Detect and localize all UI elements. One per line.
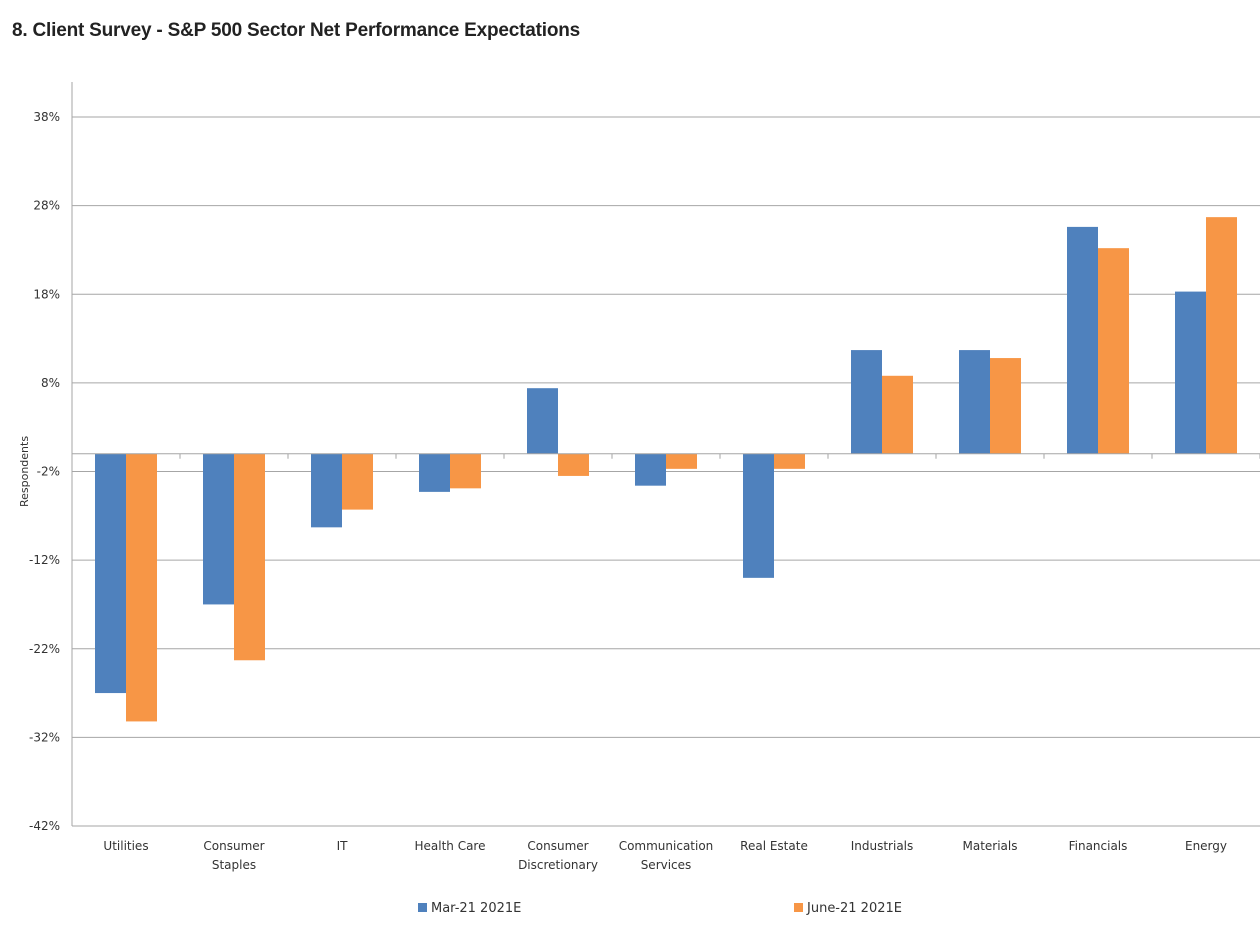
x-tick-label: IT bbox=[337, 839, 349, 853]
y-tick-label: -2% bbox=[37, 465, 60, 479]
bar bbox=[450, 453, 481, 489]
x-tick-label: Communication bbox=[619, 839, 714, 853]
bar bbox=[774, 453, 805, 469]
bar bbox=[1098, 248, 1129, 454]
x-tick-label: Industrials bbox=[851, 839, 914, 853]
bar bbox=[635, 453, 666, 486]
legend-label: June-21 2021E bbox=[806, 901, 902, 916]
bar bbox=[851, 350, 882, 454]
bar bbox=[342, 453, 373, 510]
bar bbox=[558, 453, 589, 476]
legend-swatch bbox=[418, 903, 427, 912]
bar bbox=[882, 375, 913, 454]
chart-title: 8. Client Survey - S&P 500 Sector Net Pe… bbox=[12, 20, 581, 41]
y-tick-label: 18% bbox=[33, 287, 60, 301]
y-tick-label: -42% bbox=[29, 819, 60, 833]
legend-swatch bbox=[794, 903, 803, 912]
y-axis-label: Respondents bbox=[18, 436, 31, 507]
bar bbox=[126, 453, 157, 722]
bar bbox=[666, 453, 697, 469]
y-tick-label: -12% bbox=[29, 553, 60, 567]
bar bbox=[527, 388, 558, 454]
bar bbox=[1175, 291, 1206, 454]
bar bbox=[743, 453, 774, 578]
x-tick-label: Materials bbox=[962, 839, 1017, 853]
bar bbox=[311, 453, 342, 528]
bar bbox=[419, 453, 450, 492]
bar bbox=[234, 453, 265, 661]
x-tick-label: Consumer bbox=[203, 839, 264, 853]
x-tick-label: Financials bbox=[1069, 839, 1128, 853]
bar bbox=[1067, 226, 1098, 454]
legend-label: Mar-21 2021E bbox=[431, 901, 521, 916]
bar bbox=[990, 358, 1021, 454]
y-tick-label: 8% bbox=[41, 376, 60, 390]
x-tick-label: Services bbox=[641, 858, 692, 872]
bar bbox=[203, 453, 234, 605]
x-tick-label: Consumer bbox=[527, 839, 588, 853]
y-tick-label: -32% bbox=[29, 730, 60, 744]
x-tick-label: Health Care bbox=[414, 839, 485, 853]
y-tick-label: -22% bbox=[29, 642, 60, 656]
x-tick-label: Energy bbox=[1185, 839, 1227, 853]
bar bbox=[959, 350, 990, 454]
x-tick-label: Utilities bbox=[103, 839, 148, 853]
bar bbox=[95, 453, 126, 694]
y-tick-label: 28% bbox=[33, 199, 60, 213]
y-tick-label: 38% bbox=[33, 110, 60, 124]
x-tick-label: Real Estate bbox=[740, 839, 808, 853]
x-tick-label: Discretionary bbox=[518, 858, 598, 872]
x-tick-label: Staples bbox=[212, 858, 256, 872]
bar bbox=[1206, 217, 1237, 454]
